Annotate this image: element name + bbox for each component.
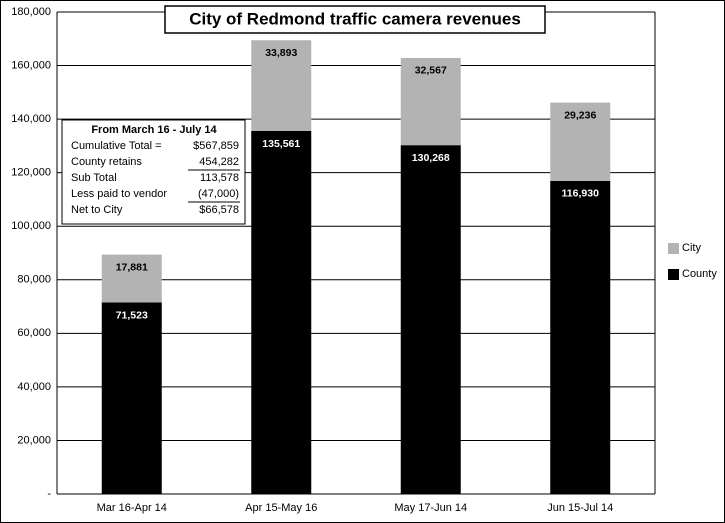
legend-swatch [668, 243, 679, 254]
x-tick-label: Mar 16-Apr 14 [97, 502, 167, 514]
bar-segment [251, 40, 312, 131]
annotation-label: Cumulative Total = [71, 140, 162, 152]
bar-segment [251, 130, 312, 494]
annotation-title: From March 16 - July 14 [91, 124, 217, 136]
value-label: 135,561 [262, 138, 300, 150]
value-label: 130,268 [412, 152, 450, 164]
annotation-value: $567,859 [193, 140, 239, 152]
value-label: 29,236 [564, 109, 596, 121]
bar-segment [400, 145, 461, 494]
legend-label: City [682, 242, 701, 254]
bar-segment [550, 102, 611, 181]
y-tick-label: 80,000 [17, 274, 51, 286]
value-label: 116,930 [562, 188, 600, 200]
value-label: 32,567 [415, 65, 447, 77]
chart-title: City of Redmond traffic camera revenues [189, 9, 521, 28]
bar-segment [101, 254, 162, 303]
annotation-label: Net to City [71, 204, 123, 216]
annotation-value: $66,578 [199, 204, 239, 216]
y-tick-label: 180,000 [11, 6, 51, 18]
annotation-value: 454,282 [199, 156, 239, 168]
value-label: 17,881 [116, 261, 148, 273]
x-tick-label: Jun 15-Jul 14 [547, 502, 613, 514]
annotation-label: Less paid to vendor [71, 188, 167, 200]
y-tick-label: 160,000 [11, 59, 51, 71]
legend-swatch [668, 269, 679, 280]
annotation-box [61, 119, 246, 225]
annotation-value: (47,000) [198, 188, 239, 200]
value-label: 71,523 [116, 309, 148, 321]
y-tick-label: 60,000 [17, 327, 51, 339]
y-tick-label: 20,000 [17, 434, 51, 446]
legend-label: County [682, 268, 717, 280]
bar-segment [101, 302, 162, 494]
y-tick-label: 40,000 [17, 381, 51, 393]
y-tick-label: 140,000 [11, 113, 51, 125]
title-box [164, 5, 546, 34]
x-tick-label: Apr 15-May 16 [245, 502, 317, 514]
y-tick-label: 100,000 [11, 220, 51, 232]
annotation-label: Sub Total [71, 172, 117, 184]
annotation-value: 113,578 [200, 172, 239, 184]
y-tick-label: 120,000 [11, 167, 51, 179]
x-tick-label: May 17-Jun 14 [394, 502, 467, 514]
y-tick-label: - [47, 488, 51, 500]
bar-segment [400, 57, 461, 146]
bar-segment [550, 180, 611, 494]
annotation-label: County retains [71, 156, 142, 168]
value-label: 33,893 [265, 47, 297, 59]
